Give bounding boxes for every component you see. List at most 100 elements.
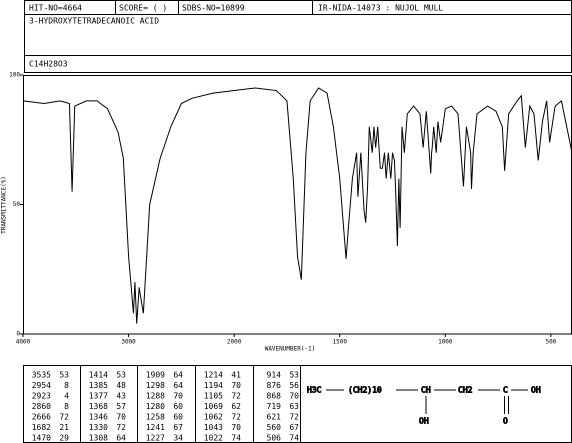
peak-transmittance: 57 bbox=[116, 402, 126, 411]
structure-group: H3C bbox=[307, 386, 322, 395]
y-tick-label: 0 bbox=[16, 331, 20, 338]
peak-wavenumber: 1022 bbox=[204, 434, 223, 443]
peak-transmittance: 8 bbox=[64, 381, 69, 390]
peak-wavenumber: 1385 bbox=[89, 381, 108, 390]
peak-transmittance: 74 bbox=[231, 434, 241, 443]
peak-wavenumber: 1414 bbox=[89, 371, 108, 380]
x-tick-label: 2000 bbox=[227, 339, 242, 346]
peak-wavenumber: 914 bbox=[267, 371, 282, 380]
peak-wavenumber: 719 bbox=[267, 402, 282, 411]
peak-wavenumber: 2860 bbox=[32, 402, 51, 411]
peak-transmittance: 72 bbox=[231, 392, 241, 401]
structure-group: OH bbox=[531, 386, 541, 395]
peak-transmittance: 34 bbox=[173, 434, 183, 443]
peak-wavenumber: 1298 bbox=[146, 381, 165, 390]
y-axis-label: TRANSMITTANCE(%) bbox=[1, 176, 8, 234]
hit-no: HIT-NO=4664 bbox=[29, 4, 82, 13]
peak-wavenumber: 876 bbox=[267, 381, 282, 390]
x-tick-label: 3000 bbox=[121, 339, 136, 346]
peak-wavenumber: 621 bbox=[267, 413, 282, 422]
x-tick-label: 1500 bbox=[333, 339, 348, 346]
peak-wavenumber: 2954 bbox=[32, 381, 51, 390]
x-tick-label: 500 bbox=[545, 339, 556, 346]
score: SCORE= ( ) bbox=[119, 4, 167, 13]
peak-wavenumber: 1682 bbox=[32, 423, 51, 432]
peak-wavenumber: 1214 bbox=[204, 371, 223, 380]
peak-transmittance: 48 bbox=[116, 381, 126, 390]
peak-transmittance: 64 bbox=[173, 371, 183, 380]
peak-transmittance: 41 bbox=[231, 371, 241, 380]
peak-transmittance: 60 bbox=[173, 402, 183, 411]
peak-transmittance: 72 bbox=[59, 413, 69, 422]
peak-transmittance: 72 bbox=[231, 413, 241, 422]
peak-transmittance: 43 bbox=[116, 392, 126, 401]
peak-transmittance: 64 bbox=[116, 434, 126, 443]
peak-transmittance: 53 bbox=[116, 371, 126, 380]
peak-transmittance: 70 bbox=[116, 413, 126, 422]
x-tick-label: 4000 bbox=[16, 339, 31, 346]
peak-wavenumber: 1241 bbox=[146, 423, 165, 432]
y-tick-label: 100 bbox=[9, 72, 20, 79]
peak-wavenumber: 1227 bbox=[146, 434, 165, 443]
peak-wavenumber: 560 bbox=[267, 423, 282, 432]
peak-wavenumber: 1330 bbox=[89, 423, 108, 432]
peak-wavenumber: 506 bbox=[267, 434, 282, 443]
peak-transmittance: 70 bbox=[289, 392, 299, 401]
peak-transmittance: 70 bbox=[231, 423, 241, 432]
peak-wavenumber: 1346 bbox=[89, 413, 108, 422]
peak-wavenumber: 1105 bbox=[204, 392, 223, 401]
header: HIT-NO=4664 SCORE= ( ) SDBS-NO=10899 IR-… bbox=[24, 0, 572, 73]
table-cells: 3535 53 2954 8 2923 4 2860 8 2666 72 1682 21 1470 29 1… bbox=[32, 371, 299, 443]
compound-name: 3-HYDROXYTETRADECANOIC ACID bbox=[29, 17, 159, 26]
peak-transmittance: 72 bbox=[289, 413, 299, 422]
peak-transmittance: 53 bbox=[289, 371, 299, 380]
peak-wavenumber: 1258 bbox=[146, 413, 165, 422]
peak-transmittance: 29 bbox=[59, 434, 69, 443]
peak-transmittance: 64 bbox=[173, 381, 183, 390]
peak-wavenumber: 1069 bbox=[204, 402, 223, 411]
peak-wavenumber: 1308 bbox=[89, 434, 108, 443]
peak-transmittance: 70 bbox=[231, 381, 241, 390]
structure: H3C (CH2)10 CH OH CH2 C O OH bbox=[307, 385, 542, 426]
peak-wavenumber: 1194 bbox=[204, 381, 223, 390]
peak-transmittance: 70 bbox=[173, 392, 183, 401]
structure-group: O bbox=[503, 417, 508, 426]
x-axis-label: WAVENUMBER(-1) bbox=[265, 346, 316, 353]
peak-wavenumber: 1062 bbox=[204, 413, 223, 422]
structure-group: CH bbox=[421, 386, 431, 395]
method: IR-NIDA-14073 : NUJOL MULL bbox=[318, 4, 443, 13]
x-tick-label: 1000 bbox=[438, 339, 453, 346]
peak-wavenumber: 1043 bbox=[204, 423, 223, 432]
peak-wavenumber: 868 bbox=[267, 392, 282, 401]
peak-wavenumber: 2923 bbox=[32, 392, 51, 401]
structure-group: CH2 bbox=[458, 386, 473, 395]
peak-transmittance: 4 bbox=[64, 392, 69, 401]
peak-transmittance: 72 bbox=[116, 423, 126, 432]
peak-wavenumber: 1377 bbox=[89, 392, 108, 401]
peak-wavenumber: 1280 bbox=[146, 402, 165, 411]
sdbs-no: SDBS-NO=10899 bbox=[182, 4, 245, 13]
peak-wavenumber: 2666 bbox=[32, 413, 51, 422]
peak-transmittance: 21 bbox=[59, 423, 69, 432]
peak-transmittance: 56 bbox=[289, 381, 299, 390]
y-tick-label: 50 bbox=[13, 201, 21, 208]
peak-transmittance: 67 bbox=[289, 423, 299, 432]
spectrum-line bbox=[22, 87, 572, 324]
structure-group: C bbox=[503, 386, 508, 395]
peak-wavenumber: 1288 bbox=[146, 392, 165, 401]
peak-transmittance: 74 bbox=[289, 434, 299, 443]
peak-wavenumber: 1470 bbox=[32, 434, 51, 443]
peak-wavenumber: 1909 bbox=[146, 371, 165, 380]
peak-wavenumber: 1368 bbox=[89, 402, 108, 411]
structure-group: OH bbox=[419, 417, 429, 426]
structure-group: (CH2)10 bbox=[348, 386, 382, 395]
peak-transmittance: 53 bbox=[59, 371, 69, 380]
peak-transmittance: 60 bbox=[173, 413, 183, 422]
formula: C14H28O3 bbox=[29, 60, 68, 69]
peak-transmittance: 8 bbox=[64, 402, 69, 411]
peak-wavenumber: 3535 bbox=[32, 371, 51, 380]
peak-transmittance: 62 bbox=[231, 402, 241, 411]
peak-transmittance: 63 bbox=[289, 402, 299, 411]
